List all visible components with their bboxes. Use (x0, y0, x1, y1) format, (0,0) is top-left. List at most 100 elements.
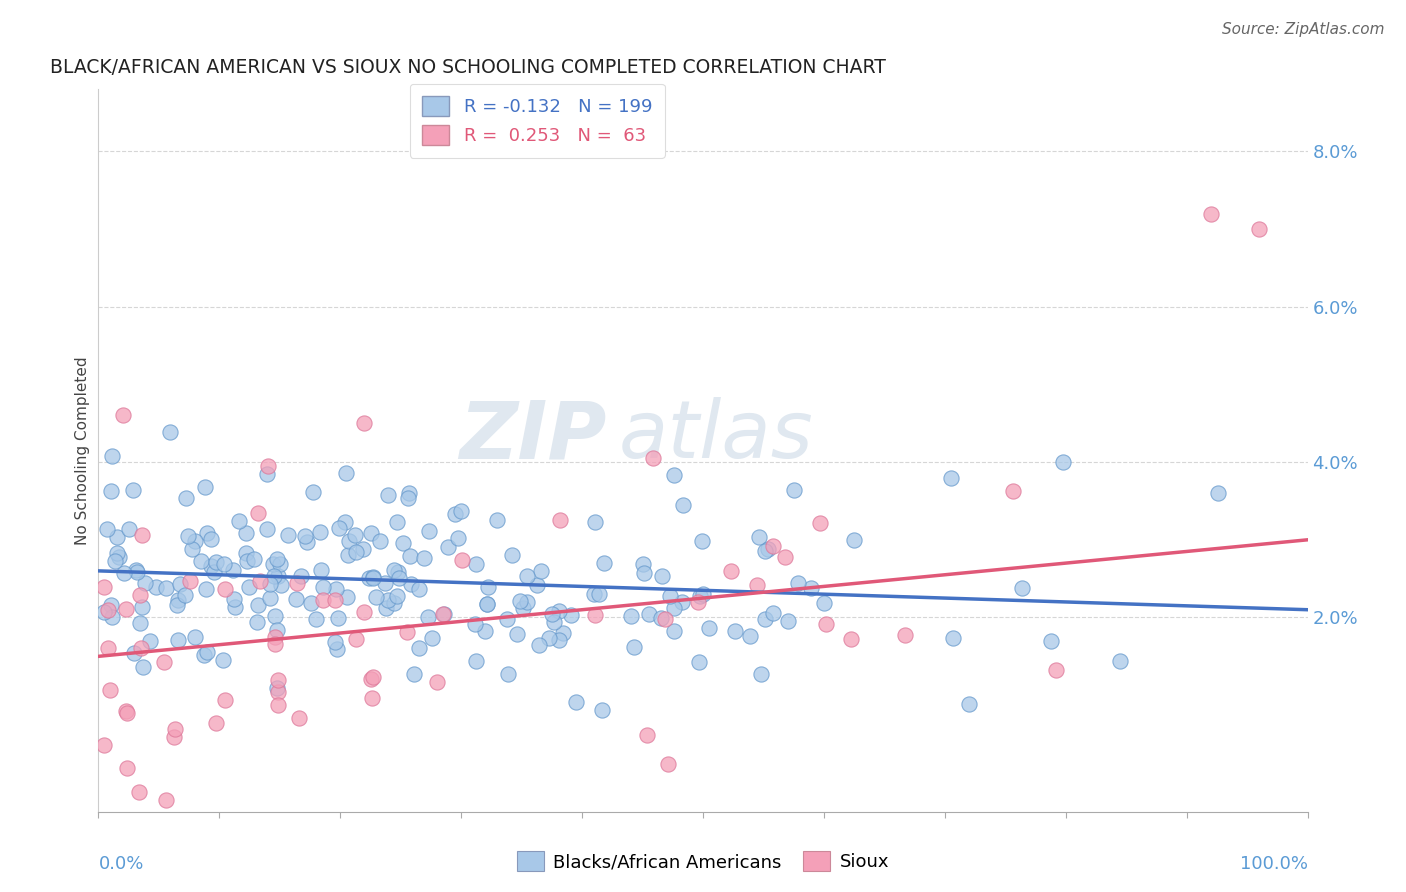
Point (129, 641, 152, 656)
Point (153, 656, 176, 670)
Point (246, 598, 269, 612)
Point (336, 590, 359, 604)
Point (122, 646, 145, 660)
Point (808, 516, 831, 531)
Text: Source: ZipAtlas.com: Source: ZipAtlas.com (1222, 22, 1385, 37)
Point (638, 607, 661, 621)
Point (451, 553, 474, 567)
Point (475, 597, 498, 611)
Point (486, 513, 509, 527)
Point (754, 612, 776, 626)
Point (93, 580, 115, 594)
Point (115, 602, 138, 616)
Text: atlas: atlas (619, 397, 813, 475)
Point (724, 624, 747, 638)
Point (190, 554, 212, 568)
Point (408, 641, 430, 656)
Point (269, 557, 291, 571)
Point (163, 730, 186, 744)
Point (623, 640, 645, 654)
Point (399, 576, 422, 591)
Point (285, 576, 308, 591)
Point (235, 546, 257, 560)
Point (312, 580, 335, 594)
Point (1199, 206, 1222, 220)
Point (738, 629, 761, 643)
Point (748, 530, 770, 544)
Point (288, 711, 311, 725)
Point (377, 593, 399, 607)
Point (228, 514, 250, 528)
Point (224, 600, 246, 615)
Point (745, 578, 768, 592)
Point (145, 580, 167, 594)
Point (211, 653, 233, 667)
Point (259, 577, 281, 591)
Point (939, 470, 962, 484)
Point (382, 563, 405, 577)
Point (125, 565, 148, 579)
Point (437, 540, 460, 554)
Point (591, 703, 613, 717)
Point (650, 611, 672, 625)
Point (166, 593, 188, 607)
Point (420, 632, 443, 646)
Point (353, 417, 375, 431)
Point (163, 722, 186, 736)
Point (259, 591, 281, 605)
Point (108, 549, 131, 564)
Point (323, 593, 346, 607)
Point (311, 593, 333, 607)
Point (122, 483, 145, 497)
Point (235, 526, 257, 541)
Point (641, 451, 664, 466)
Point (180, 542, 202, 557)
Legend: R = -0.132   N = 199, R =  0.253   N =  63: R = -0.132 N = 199, R = 0.253 N = 63 (409, 84, 665, 158)
Point (166, 598, 188, 612)
Point (246, 615, 269, 630)
Point (125, 563, 148, 577)
Point (658, 590, 681, 604)
Point (246, 506, 269, 520)
Point (184, 630, 207, 644)
Point (100, 449, 122, 463)
Point (176, 491, 198, 505)
Point (138, 634, 160, 648)
Point (382, 596, 405, 610)
Point (105, 530, 128, 544)
Point (942, 631, 965, 645)
Point (179, 574, 201, 588)
Point (325, 582, 347, 596)
Point (177, 529, 200, 543)
Point (264, 637, 287, 651)
Point (839, 632, 862, 647)
Point (155, 793, 177, 807)
Point (800, 581, 823, 595)
Point (374, 601, 396, 615)
Point (543, 615, 565, 629)
Point (1011, 581, 1033, 595)
Point (688, 595, 710, 609)
Point (399, 549, 422, 564)
Point (235, 554, 257, 568)
Point (398, 486, 420, 500)
Text: ZIP: ZIP (458, 397, 606, 475)
Point (540, 607, 562, 622)
Point (844, 533, 866, 547)
Point (115, 706, 138, 720)
Point (1045, 663, 1067, 677)
Point (266, 569, 288, 583)
Point (512, 601, 534, 615)
Point (583, 515, 606, 529)
Point (257, 459, 280, 474)
Point (654, 612, 676, 626)
Point (1108, 654, 1130, 668)
Point (395, 625, 418, 640)
Point (326, 611, 349, 625)
Point (671, 595, 693, 609)
Point (337, 533, 360, 548)
Point (309, 524, 332, 539)
Point (129, 615, 152, 630)
Point (551, 626, 574, 640)
Point (238, 580, 260, 594)
